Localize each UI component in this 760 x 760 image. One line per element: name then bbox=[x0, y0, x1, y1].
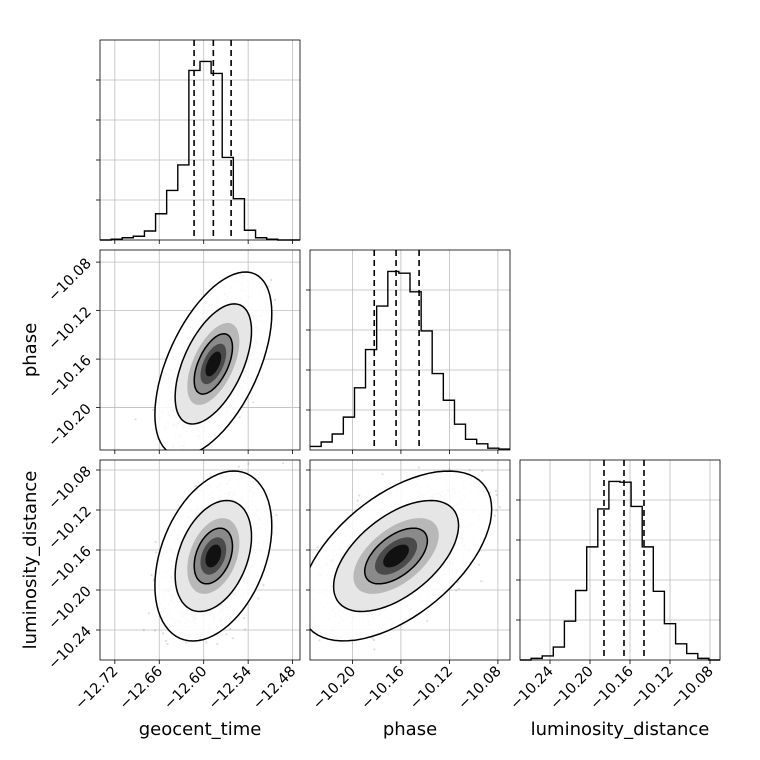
x-tick-label: −10.08 bbox=[455, 664, 504, 713]
y-tick-label: −10.16 bbox=[46, 544, 95, 593]
contour-line bbox=[154, 271, 273, 450]
y-tick-label: −10.08 bbox=[46, 464, 95, 513]
contour-line bbox=[310, 470, 493, 642]
histogram-luminosity_distance bbox=[516, 459, 721, 664]
contour-line bbox=[174, 499, 253, 613]
x-axis-label-luminosity_distance: luminosity_distance bbox=[531, 719, 710, 740]
x-tick-label: −12.72 bbox=[72, 664, 121, 713]
x-tick-label: −10.20 bbox=[548, 664, 597, 713]
panel-frame bbox=[309, 249, 511, 451]
x-tick-label: −10.08 bbox=[668, 664, 717, 713]
x-axis-label-geocent_time: geocent_time bbox=[139, 719, 262, 740]
joint-geocent_time-phase bbox=[96, 249, 301, 454]
histogram-step bbox=[520, 480, 720, 661]
panel-frame bbox=[309, 459, 511, 661]
joint-content bbox=[310, 466, 502, 651]
x-tick-label: −10.16 bbox=[588, 664, 637, 713]
x-tick-label: −12.48 bbox=[250, 664, 299, 713]
contour-line bbox=[174, 303, 253, 425]
y-tick-label: −10.20 bbox=[46, 584, 95, 633]
x-tick-label: −10.24 bbox=[508, 664, 557, 713]
histogram-geocent_time bbox=[96, 39, 301, 244]
y-tick-label: −10.20 bbox=[46, 401, 95, 450]
y-tick-label: −10.24 bbox=[46, 624, 95, 673]
x-tick-label: −10.16 bbox=[358, 664, 407, 713]
y-axis-label-luminosity_distance: luminosity_distance bbox=[20, 471, 41, 650]
panel-frame bbox=[99, 249, 301, 451]
density-fill bbox=[205, 544, 222, 568]
histogram-step bbox=[310, 270, 510, 450]
contour-line bbox=[332, 499, 460, 613]
contour-line bbox=[193, 527, 234, 585]
y-tick-label: −10.12 bbox=[46, 304, 95, 353]
x-tick-label: −10.12 bbox=[628, 664, 677, 713]
x-axis-label-phase: phase bbox=[383, 719, 437, 740]
x-tick-label: −12.54 bbox=[206, 664, 255, 713]
histogram-step bbox=[100, 60, 300, 241]
y-axis-label-phase: phase bbox=[20, 323, 41, 377]
joint-phase-luminosity_distance bbox=[306, 459, 511, 664]
x-tick-label: −10.12 bbox=[407, 664, 456, 713]
contour-line bbox=[154, 470, 273, 642]
y-tick-label: −10.08 bbox=[46, 256, 95, 305]
panel-frame bbox=[519, 459, 721, 661]
joint-content bbox=[142, 462, 285, 646]
joint-geocent_time-luminosity_distance bbox=[96, 459, 301, 664]
density-fill bbox=[205, 351, 222, 377]
x-tick-label: −10.20 bbox=[310, 664, 359, 713]
panel-frame bbox=[99, 39, 301, 241]
contour-line bbox=[363, 527, 429, 585]
contour-line bbox=[193, 333, 234, 395]
x-tick-label: −12.60 bbox=[161, 664, 210, 713]
panel-frame bbox=[99, 459, 301, 661]
joint-content bbox=[134, 250, 277, 450]
histogram-phase bbox=[306, 249, 511, 454]
density-fill bbox=[383, 544, 409, 568]
x-tick-label: −12.66 bbox=[117, 664, 166, 713]
y-tick-label: −10.16 bbox=[46, 353, 95, 402]
y-tick-label: −10.12 bbox=[46, 504, 95, 553]
